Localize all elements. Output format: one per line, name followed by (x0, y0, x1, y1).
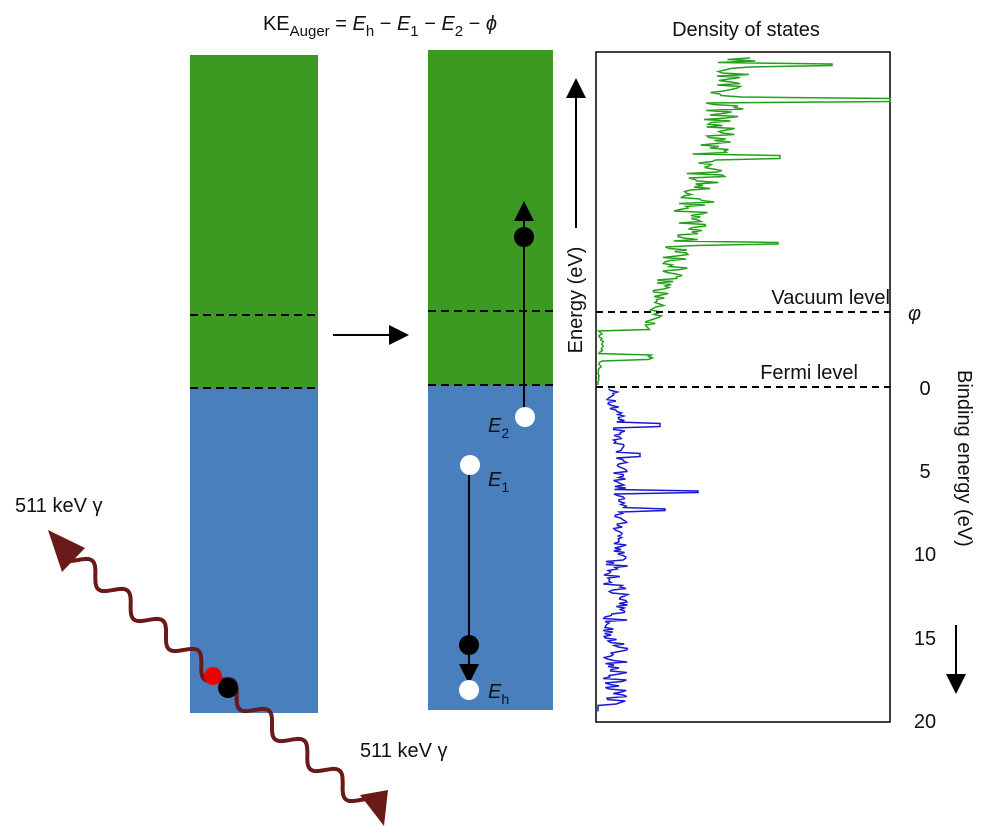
formula-part: − (463, 13, 486, 35)
hole (459, 680, 479, 700)
level-sub: 1 (501, 479, 509, 495)
positron (204, 667, 222, 685)
conduction-band (190, 55, 318, 388)
tick-label: 5 (919, 461, 930, 483)
formula-part: KE (263, 13, 290, 35)
electron (514, 227, 534, 247)
formula-part: − (419, 13, 442, 35)
dos-valence (598, 389, 698, 712)
formula: KEAuger = Eh − E1 − E2 − ϕ (263, 13, 497, 40)
formula-part: − (374, 13, 397, 35)
formula-part: = (330, 13, 353, 35)
conduction-band (428, 50, 553, 385)
electron (459, 635, 479, 655)
vacuum-label: Vacuum level (771, 287, 890, 309)
level-sub: 2 (501, 425, 509, 441)
electron (218, 678, 238, 698)
photon-arrowhead (360, 790, 388, 826)
hole (515, 407, 535, 427)
valence-band (190, 388, 318, 713)
level-symbol: E (488, 469, 502, 491)
formula-part: E (352, 13, 366, 35)
formula-part: E (397, 13, 411, 35)
formula-part: E (441, 13, 455, 35)
formula-part: ϕ (486, 13, 497, 35)
tick-label: 0 (919, 378, 930, 400)
formula-part: 1 (410, 23, 418, 40)
tick-label: 15 (914, 628, 936, 650)
phi-label: φ (908, 303, 921, 325)
tick-label: 20 (914, 711, 936, 733)
dos-title: Density of states (672, 19, 820, 41)
photon-arrowhead (48, 530, 85, 572)
figure: KEAuger = Eh − E1 − E2 − ϕ E2 E1 Eh 511 … (0, 0, 982, 826)
hole (460, 455, 480, 475)
fermi-label: Fermi level (760, 362, 858, 384)
level-symbol: E (488, 415, 502, 437)
formula-part: 2 (455, 23, 463, 40)
dos-conduction (598, 58, 890, 385)
level-symbol: E (488, 681, 502, 703)
formula-part: h (366, 23, 374, 40)
formula-part: Auger (290, 23, 330, 40)
photon-label: 511 keV γ (15, 495, 102, 517)
level-sub: h (501, 691, 509, 707)
photon-label: 511 keV γ (360, 740, 447, 762)
energy-axis-label: Energy (eV) (565, 247, 587, 354)
binding-axis-label: Binding energy (eV) (953, 370, 975, 547)
tick-label: 10 (914, 544, 936, 566)
